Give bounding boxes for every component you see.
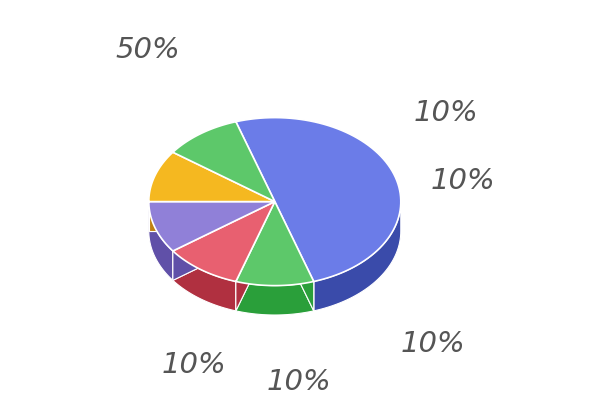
Polygon shape: [314, 202, 401, 311]
Text: 10%: 10%: [266, 368, 331, 396]
Text: 10%: 10%: [161, 352, 226, 379]
Text: 10%: 10%: [413, 100, 478, 127]
Text: 50%: 50%: [115, 37, 180, 64]
Polygon shape: [149, 202, 275, 231]
Polygon shape: [236, 202, 275, 311]
Polygon shape: [173, 122, 275, 202]
Polygon shape: [149, 202, 275, 251]
Polygon shape: [236, 118, 401, 281]
Text: 10%: 10%: [401, 331, 466, 358]
Polygon shape: [173, 251, 236, 311]
Polygon shape: [275, 202, 314, 311]
Polygon shape: [173, 202, 275, 281]
Polygon shape: [149, 152, 275, 202]
Polygon shape: [275, 202, 314, 311]
Polygon shape: [149, 202, 173, 281]
Polygon shape: [173, 202, 275, 281]
Polygon shape: [173, 202, 275, 281]
Polygon shape: [236, 202, 275, 311]
Polygon shape: [149, 202, 275, 231]
Text: 10%: 10%: [430, 167, 495, 194]
Polygon shape: [236, 202, 314, 286]
Polygon shape: [236, 281, 314, 315]
